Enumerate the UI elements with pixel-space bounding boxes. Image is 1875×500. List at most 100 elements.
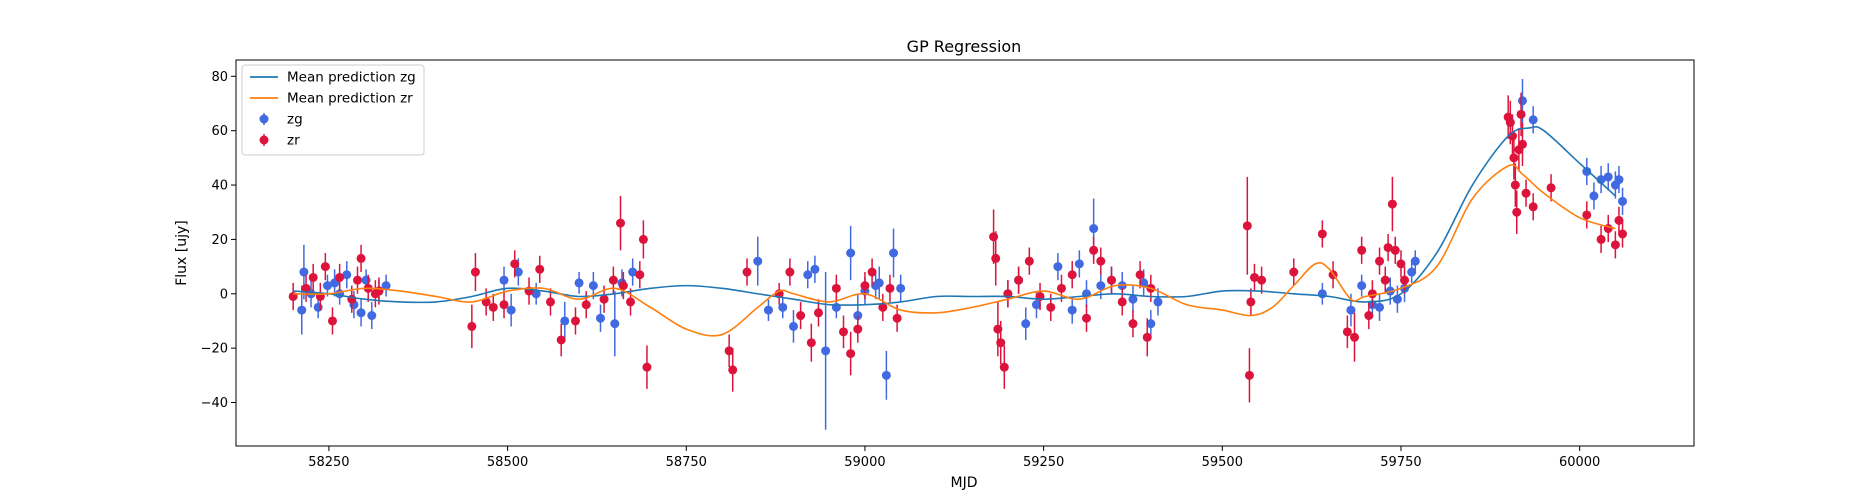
zr-point bbox=[1610, 240, 1620, 250]
zg-point bbox=[1146, 319, 1156, 329]
zr-point bbox=[353, 275, 362, 285]
zr-point bbox=[1142, 332, 1152, 342]
zr-point bbox=[1350, 332, 1360, 342]
zr-point bbox=[626, 297, 636, 307]
zr-point bbox=[991, 253, 1001, 263]
zr-point bbox=[616, 218, 626, 228]
x-tick-label: 58750 bbox=[666, 455, 707, 470]
zr-point bbox=[1014, 275, 1024, 285]
zr-point bbox=[1289, 267, 1299, 277]
zr-point bbox=[742, 267, 752, 277]
zg-point bbox=[1603, 172, 1613, 182]
zg-point bbox=[763, 305, 773, 315]
zr-point bbox=[335, 272, 345, 282]
plot-area bbox=[288, 79, 1628, 430]
zr-point bbox=[301, 283, 311, 293]
zr-point bbox=[1135, 270, 1145, 280]
zr-point bbox=[1521, 188, 1531, 198]
zg-point bbox=[889, 248, 899, 258]
plot-frame bbox=[235, 59, 1695, 447]
zr-point bbox=[1383, 243, 1393, 253]
legend-marker-zr bbox=[259, 135, 269, 145]
zg-point bbox=[881, 370, 891, 380]
zg-point bbox=[1031, 300, 1041, 310]
zg-point bbox=[803, 270, 813, 280]
zr-point bbox=[545, 297, 555, 307]
zr-point bbox=[1387, 199, 1397, 209]
zr-point bbox=[846, 349, 856, 359]
zg-point bbox=[628, 267, 638, 277]
zg-point bbox=[778, 302, 788, 312]
zg-point bbox=[1618, 196, 1628, 206]
zg-point bbox=[1128, 294, 1138, 304]
zr-point bbox=[860, 281, 870, 291]
zr-point bbox=[1242, 221, 1252, 231]
zr-point bbox=[1380, 275, 1390, 285]
zr-point bbox=[308, 272, 318, 282]
zg-point bbox=[531, 289, 541, 299]
zr-point bbox=[1516, 109, 1526, 119]
zr-point bbox=[467, 321, 477, 331]
x-tick-label: 58500 bbox=[487, 455, 528, 470]
zg-point bbox=[1375, 302, 1385, 312]
legend-marker-zg bbox=[259, 114, 269, 124]
y-tick-label: 60 bbox=[211, 124, 228, 139]
zg-point bbox=[1582, 166, 1592, 176]
zg-point bbox=[1153, 297, 1163, 307]
zg-point bbox=[753, 256, 763, 266]
zg-point bbox=[596, 313, 605, 323]
zr-point bbox=[867, 267, 877, 277]
zr-point bbox=[642, 362, 652, 372]
zg-point bbox=[499, 275, 509, 285]
zr-point bbox=[853, 324, 863, 334]
zr-point bbox=[1117, 297, 1127, 307]
zr-point bbox=[1056, 283, 1066, 293]
zr-point bbox=[535, 264, 545, 274]
zg-point bbox=[1346, 305, 1356, 315]
zg-point bbox=[1614, 175, 1624, 185]
zg-point bbox=[1089, 224, 1099, 234]
zg-point bbox=[560, 316, 570, 326]
zr-point bbox=[1082, 313, 1091, 323]
y-tick-label: −20 bbox=[201, 342, 228, 357]
zr-point bbox=[1024, 256, 1034, 266]
zr-point bbox=[724, 346, 734, 356]
zr-point bbox=[1246, 297, 1256, 307]
legend-label-zr: zr bbox=[287, 133, 300, 149]
zr-point bbox=[570, 316, 580, 326]
x-tick-label: 59500 bbox=[1202, 455, 1243, 470]
zr-point bbox=[1618, 229, 1628, 239]
zr-point bbox=[581, 300, 591, 310]
zr-point bbox=[1614, 215, 1624, 225]
zr-point bbox=[1128, 319, 1138, 329]
zr-point bbox=[728, 365, 738, 375]
zg-point bbox=[788, 321, 798, 331]
zg-point bbox=[1517, 96, 1527, 106]
zg-point bbox=[1317, 289, 1327, 299]
zg-point bbox=[1357, 281, 1367, 291]
zr-point bbox=[356, 253, 366, 263]
zr-point bbox=[1067, 270, 1077, 280]
zr-point bbox=[638, 234, 648, 244]
zg-point bbox=[821, 346, 831, 356]
zr-point bbox=[499, 300, 509, 310]
zr-point bbox=[796, 311, 806, 321]
zg-point bbox=[896, 283, 906, 293]
zg-point bbox=[356, 308, 366, 318]
zr-point bbox=[1317, 229, 1327, 239]
x-tick-label: 59750 bbox=[1380, 455, 1421, 470]
zg-point bbox=[874, 278, 884, 288]
zr-point bbox=[1375, 256, 1385, 266]
zr-point bbox=[1364, 311, 1374, 321]
legend-label-mean-prediction-zg: Mean prediction zg bbox=[287, 70, 416, 86]
zr-point bbox=[618, 281, 628, 291]
x-tick-label: 58250 bbox=[308, 455, 349, 470]
zr-point bbox=[1517, 139, 1527, 149]
zr-point bbox=[1342, 327, 1352, 337]
x-axis: 58250 58500 58750 59000 59250 59500 59750 60000 bbox=[308, 446, 1600, 470]
x-axis-label: MJD bbox=[951, 475, 978, 491]
zr-point bbox=[1528, 202, 1538, 212]
line-mean-prediction-zg bbox=[293, 125, 1616, 306]
zg-point bbox=[361, 275, 371, 285]
series-zg bbox=[297, 79, 1628, 430]
